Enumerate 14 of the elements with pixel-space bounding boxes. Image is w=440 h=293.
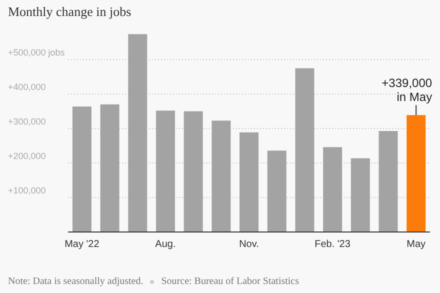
x-tick-label: Feb. '23 — [314, 239, 351, 250]
x-tick-label: May '22 — [64, 239, 100, 250]
x-tick-label: Nov. — [239, 239, 259, 250]
y-tick-label: +200,000 — [8, 151, 46, 162]
text: Note: Data is seasonally adjusted. — [8, 276, 144, 287]
y-tick-label: +100,000 — [8, 186, 46, 196]
source-note: Source: Bureau of Labor Statistics — [160, 276, 299, 287]
y-tick-label: +500,000 jobs — [8, 48, 66, 58]
x-tick-label: May — [406, 239, 426, 250]
y-tick-label: +300,000 — [8, 116, 46, 127]
x-tick-label: Aug. — [155, 239, 176, 250]
y-tick-label: +400,000 — [8, 82, 46, 92]
annotation: +339,000 in May — [382, 76, 432, 104]
chart-title: Monthly change in jobs — [8, 4, 132, 20]
